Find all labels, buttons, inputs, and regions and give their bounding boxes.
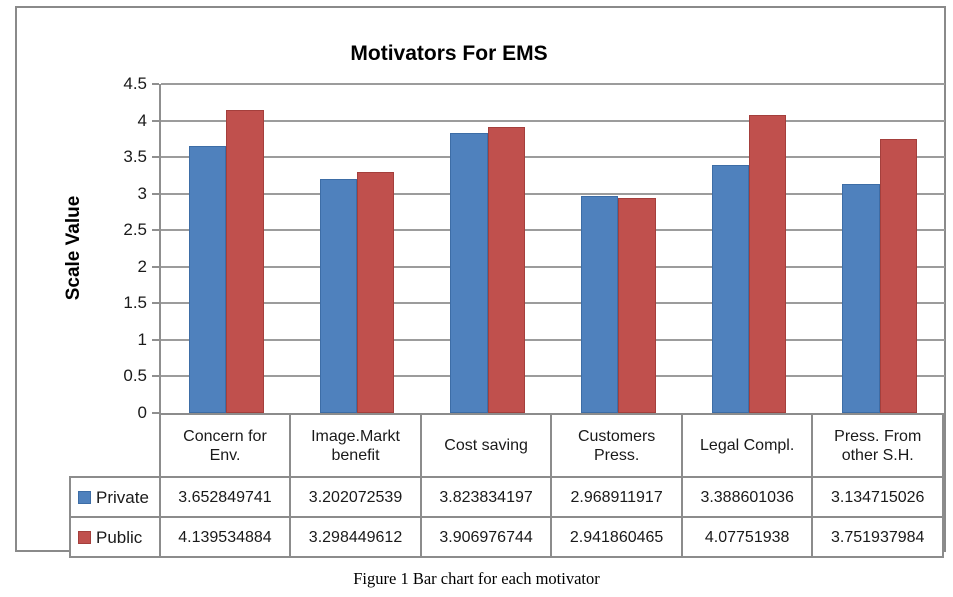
- gridline-1: [161, 338, 945, 341]
- y-tick-mark: [152, 229, 159, 232]
- y-tick-mark: [152, 83, 159, 85]
- y-tick-mark: [152, 412, 159, 414]
- y-tick-mark: [152, 156, 159, 159]
- category-label-4: Legal Compl.: [680, 413, 814, 478]
- y-tick-label: 4.5: [123, 74, 147, 93]
- category-header-row: Concern for Env. Image.Markt benefit Cost …: [70, 413, 944, 478]
- data-table: Concern for Env. Image.Markt benefit Cost …: [69, 413, 944, 558]
- y-tick-label: 3.5: [123, 147, 147, 167]
- y-tick-mark: [152, 119, 159, 122]
- y-tick-mark: [152, 302, 159, 305]
- bar-private-1: [319, 178, 357, 413]
- gridline-0.5: [161, 375, 945, 378]
- gridline-3.5: [161, 156, 945, 159]
- bar-private-4: [711, 165, 749, 413]
- y-tick-mark: [152, 375, 159, 378]
- y-tick-mark: [152, 192, 159, 195]
- y-tick-label: 1: [137, 329, 147, 349]
- value-cell-public-1: 3.298449612: [289, 516, 422, 558]
- gridline-2.5: [161, 229, 945, 232]
- legend-label-public: Public: [96, 527, 143, 547]
- value-cell-private-3: 2.968911917: [550, 476, 683, 518]
- legend-key-public-icon: [78, 530, 91, 544]
- y-tick-label: 3: [137, 183, 147, 203]
- table-row-private: Private 3.652849741 3.202072539 3.823834197…: [69, 476, 944, 518]
- y-tick-mark: [152, 338, 159, 341]
- bar-public-4: [749, 114, 787, 413]
- bar-private-2: [450, 133, 488, 413]
- legend-cell-public: Public: [69, 516, 161, 558]
- category-label-2: Cost saving: [419, 413, 553, 478]
- category-label-3: Customers Press.: [550, 413, 683, 478]
- chart-title: Motivators For EMS: [350, 42, 548, 65]
- plot-area: 0 0.5 1 1.5 2 2.5 3 3.5 4 4.5: [123, 74, 945, 422]
- bar-private-0: [189, 145, 227, 413]
- table-corner-cell: [70, 414, 160, 477]
- category-label-0: Concern for Env.: [158, 413, 292, 478]
- y-tick-label: 4: [137, 110, 147, 130]
- value-cell-public-4: 4.07751938: [680, 516, 814, 558]
- value-cell-public-3: 2.941860465: [550, 516, 683, 558]
- legend-cell-private: Private: [69, 476, 161, 518]
- figure-caption: Figure 1 Bar chart for each motivator: [353, 569, 600, 588]
- bar-private-3: [581, 195, 619, 413]
- value-cell-public-0: 4.139534884: [158, 516, 292, 558]
- y-tick-mark: [152, 265, 159, 268]
- bar-public-5: [879, 138, 917, 413]
- value-cell-private-4: 3.388601036: [680, 476, 814, 518]
- value-cell-private-0: 3.652849741: [158, 476, 292, 518]
- legend-label-private: Private: [96, 487, 149, 507]
- value-cell-public-2: 3.906976744: [419, 516, 553, 558]
- value-cell-private-1: 3.202072539: [289, 476, 422, 518]
- y-tick-label: 0.5: [123, 366, 147, 386]
- gridline-1.5: [161, 302, 945, 305]
- y-tick-label: 0: [137, 403, 147, 422]
- y-tick-label: 1.5: [123, 293, 147, 313]
- value-cell-public-5: 3.751937984: [811, 516, 944, 558]
- gridline-2: [161, 265, 945, 268]
- bar-public-3: [618, 197, 656, 413]
- bar-private-5: [842, 183, 880, 413]
- bar-public-2: [487, 127, 525, 413]
- y-tick-label: 2: [137, 256, 147, 276]
- gridline-4.5: [161, 83, 945, 85]
- y-tick-label: 2.5: [123, 220, 147, 240]
- bar-public-1: [357, 171, 395, 413]
- gridline-4: [161, 119, 945, 122]
- category-label-1: Image.Markt benefit: [289, 413, 422, 478]
- chart-frame: Motivators For EMS Scale Value 0 0.5 1 1.5 2…: [15, 6, 946, 558]
- bar-public-0: [226, 110, 264, 413]
- value-cell-private-2: 3.823834197: [419, 476, 553, 518]
- legend-key-private-icon: [78, 490, 91, 504]
- y-axis-title: Scale Value: [63, 195, 84, 301]
- category-label-5: Press. From other S.H.: [811, 413, 944, 478]
- gridline-3: [161, 192, 945, 195]
- table-row-public: Public 4.139534884 3.298449612 3.906976744 2…: [69, 516, 944, 558]
- value-cell-private-5: 3.134715026: [811, 476, 944, 518]
